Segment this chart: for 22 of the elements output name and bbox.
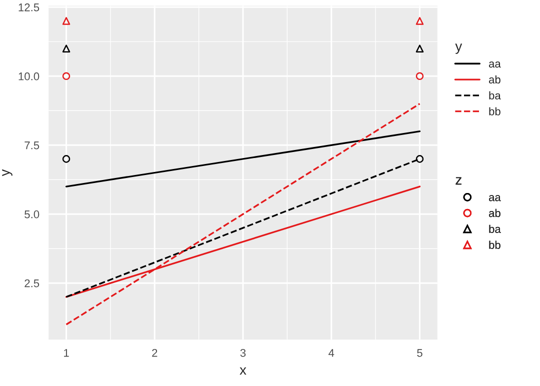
- legend-label: ba: [489, 224, 501, 233]
- y-axis-title: y: [2, 169, 12, 176]
- x-tick-label: 5: [417, 349, 422, 357]
- y-tick-label: 2.5: [24, 279, 40, 288]
- legend-label: aa: [488, 195, 501, 202]
- x-tick-label: 3: [240, 349, 246, 357]
- text: z: [456, 177, 462, 185]
- x-axis-title: x: [240, 367, 246, 375]
- y-tick-label: 10.0: [18, 72, 40, 80]
- y-tick-label: 12.5: [18, 3, 40, 12]
- x-tick-label: 1: [64, 349, 69, 357]
- x-tick-label: 4: [328, 349, 334, 357]
- legend-label: bb: [489, 107, 500, 116]
- legend-label: ab: [488, 75, 500, 84]
- y-tick-label: 7.5: [24, 142, 40, 150]
- x-tick-label: 2: [152, 349, 158, 357]
- legend-title: y: [455, 44, 462, 54]
- y-tick-label: 5.0: [24, 210, 40, 218]
- legend-label: ab: [488, 208, 500, 218]
- legend-label: ba: [489, 91, 501, 100]
- legend-label: aa: [488, 62, 501, 68]
- legend-label: bb: [489, 240, 500, 249]
